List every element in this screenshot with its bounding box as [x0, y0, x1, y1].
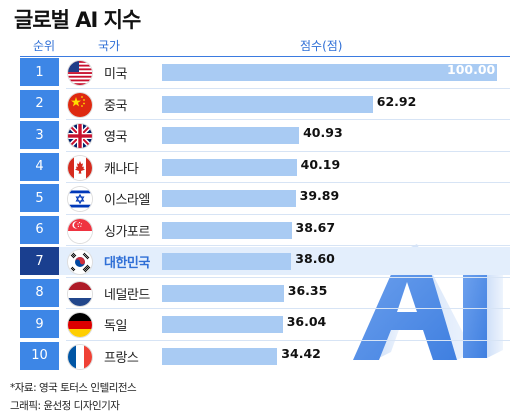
- israel-flag-icon: [68, 187, 92, 211]
- netherlands-flag-icon: [68, 281, 92, 306]
- bar: [162, 127, 300, 144]
- country-label: 독일: [104, 319, 127, 334]
- singapore-flag-icon: [68, 218, 92, 243]
- row-divider: [66, 182, 510, 183]
- header-score: 점수(점): [300, 39, 343, 53]
- value-label: 39.89: [299, 188, 340, 203]
- row-divider: [66, 87, 510, 89]
- graphic-credit: 그래픽: 윤선정 디자인기자: [10, 400, 120, 412]
- table-row: 1 미국 100.00: [20, 58, 510, 86]
- rank-badge: 6: [20, 215, 59, 244]
- value-label: 40.93: [303, 125, 343, 140]
- rank-badge: 3: [20, 121, 59, 149]
- rank-badge: 7: [20, 247, 59, 275]
- rank-badge: 8: [20, 278, 59, 307]
- rank-badge: 9: [20, 310, 59, 338]
- table-row: 6 싱가포르 38.67: [20, 215, 510, 244]
- header-country: 국가: [98, 39, 121, 53]
- row-divider: [66, 150, 510, 152]
- row-divider: [66, 213, 510, 215]
- table-row: 8 네덜란드 36.35: [20, 278, 510, 307]
- table-row: 3 영국 40.93: [20, 121, 510, 149]
- bar: [162, 347, 278, 365]
- value-label: 36.35: [287, 282, 328, 298]
- bar: [162, 158, 297, 176]
- bar: [162, 190, 296, 207]
- value-label: 40.19: [300, 156, 341, 172]
- row-divider: [66, 245, 510, 246]
- country-label: 싱가포르: [104, 224, 150, 240]
- country-label: 중국: [104, 98, 127, 114]
- canada-flag-icon: [68, 155, 92, 180]
- china-flag-icon: [68, 92, 92, 117]
- country-label: 이스라엘: [104, 193, 150, 208]
- uk-flag-icon: [68, 124, 92, 148]
- country-label: 프랑스: [104, 350, 139, 366]
- france-flag-icon: [68, 344, 92, 369]
- germany-flag-icon: [68, 313, 92, 337]
- bar: [162, 95, 373, 113]
- table-row: 2 중국 62.92: [20, 89, 510, 118]
- rank-badge: 2: [20, 89, 59, 118]
- value-label: 62.92: [376, 93, 417, 109]
- rank-badge: 5: [20, 184, 59, 212]
- value-label: 36.04: [286, 314, 327, 329]
- table-row: 5 이스라엘 39.89: [20, 184, 510, 212]
- rank-badge: 4: [20, 152, 59, 181]
- bar: [162, 221, 292, 239]
- country-label: 영국: [104, 130, 127, 145]
- value-label: 34.42: [281, 345, 321, 361]
- country-label: 미국: [104, 67, 127, 82]
- value-label: 100.00: [447, 62, 496, 77]
- row-divider: [66, 119, 510, 120]
- row-divider: [66, 339, 510, 341]
- table-row: 7 대한민국 38.60: [20, 247, 510, 275]
- header-divider: [20, 56, 510, 57]
- country-label: 캐나다: [104, 161, 139, 177]
- value-label: 38.67: [295, 219, 336, 235]
- row-divider: [66, 276, 510, 278]
- table-row: 9 독일 36.04: [20, 310, 510, 338]
- bar: [162, 284, 284, 302]
- rank-badge: 10: [20, 341, 59, 370]
- us-flag-icon: [68, 61, 92, 85]
- table-row: 10 프랑스 34.42: [20, 341, 510, 370]
- source-note: *자료: 영국 토터스 인텔리전스: [10, 382, 137, 394]
- chart-title: 글로벌 AI 지수: [14, 8, 141, 32]
- bar: [162, 64, 497, 81]
- bar: [162, 316, 283, 333]
- row-divider: [66, 308, 510, 309]
- bar: [162, 253, 292, 270]
- table-row: 4 캐나다 40.19: [20, 152, 510, 181]
- country-label: 대한민국: [104, 256, 150, 271]
- country-label: 네덜란드: [104, 287, 150, 303]
- value-label: 38.60: [295, 251, 335, 266]
- header-rank: 순위: [33, 39, 56, 53]
- korea-flag-icon: [68, 250, 92, 274]
- rank-badge: 1: [20, 58, 59, 86]
